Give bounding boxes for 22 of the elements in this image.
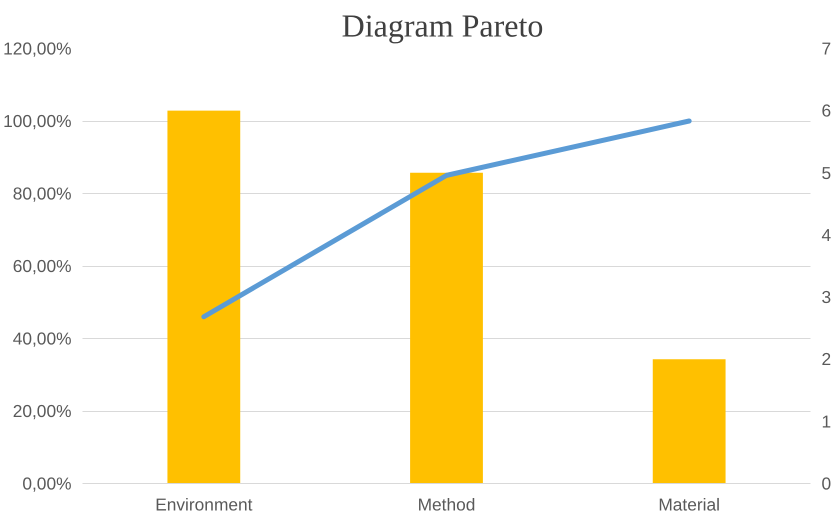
y2-tick-label: 4	[822, 224, 832, 245]
bar	[410, 172, 483, 484]
x-tick-label: Method	[418, 494, 476, 514]
y2-tick-label: 2	[822, 349, 832, 370]
y-tick-label: 120,00%	[3, 38, 72, 58]
y2-tick-label: 3	[822, 287, 832, 308]
bar	[167, 110, 240, 484]
x-tick-label: Material	[658, 494, 720, 514]
y2-tick-label: 6	[822, 100, 832, 121]
chart-title: Diagram Pareto	[342, 8, 544, 44]
x-tick-label: Environment	[155, 494, 253, 514]
y-tick-label: 60,00%	[12, 256, 72, 276]
y-tick-label: 0,00%	[22, 474, 72, 494]
y2-tick-label: 0	[822, 474, 832, 494]
y-tick-label: 100,00%	[3, 111, 72, 131]
y-tick-label: 80,00%	[12, 184, 72, 204]
y-tick-label: 20,00%	[12, 401, 72, 421]
y2-tick-label: 1	[822, 411, 832, 432]
bar	[652, 359, 726, 484]
y-tick-label: 40,00%	[12, 328, 72, 348]
y2-tick-label: 5	[822, 162, 832, 183]
y2-tick-label: 7	[822, 38, 832, 58]
